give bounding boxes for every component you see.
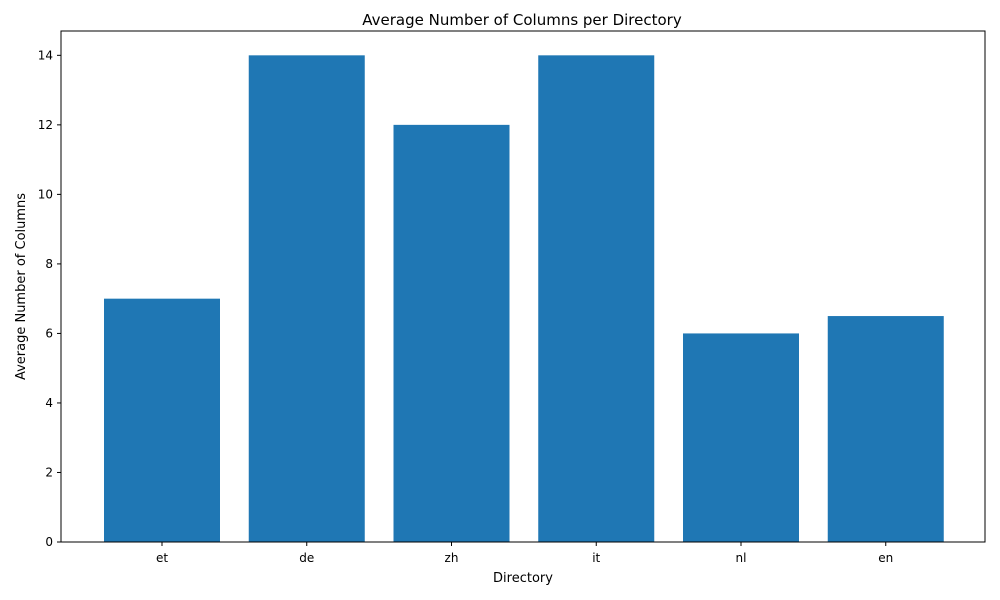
bar-en [827,316,944,542]
x-tick-label: zh [445,551,459,565]
bar-it [538,55,655,542]
x-tick-label: it [592,551,600,565]
bar-et [104,298,220,542]
bar-de [248,55,365,542]
x-tick-label: en [878,551,893,565]
y-tick-label: 2 [45,465,53,479]
y-tick-label: 4 [45,396,53,410]
bars-group [104,55,944,543]
chart-title: Average Number of Columns per Directory [362,11,682,29]
y-axis-label: Average Number of Columns [14,193,29,380]
bar-nl [683,333,799,542]
y-tick-label: 0 [45,535,53,549]
y-tick-label: 10 [38,187,53,201]
y-tick-label: 12 [38,118,53,132]
x-tick-label: et [156,551,168,565]
y-axis: 0 2 4 6 8 10 12 14 [38,48,61,549]
bar-zh [393,124,510,543]
plot-frame [60,30,986,543]
x-axis-label: Directory [493,571,553,586]
x-tick-label: nl [736,551,747,565]
y-tick-label: 8 [45,257,53,271]
x-tick-label: de [299,551,314,565]
y-tick-label: 6 [45,326,53,340]
x-axis: et de zh it nl en [156,542,893,565]
y-tick-label: 14 [38,48,53,62]
